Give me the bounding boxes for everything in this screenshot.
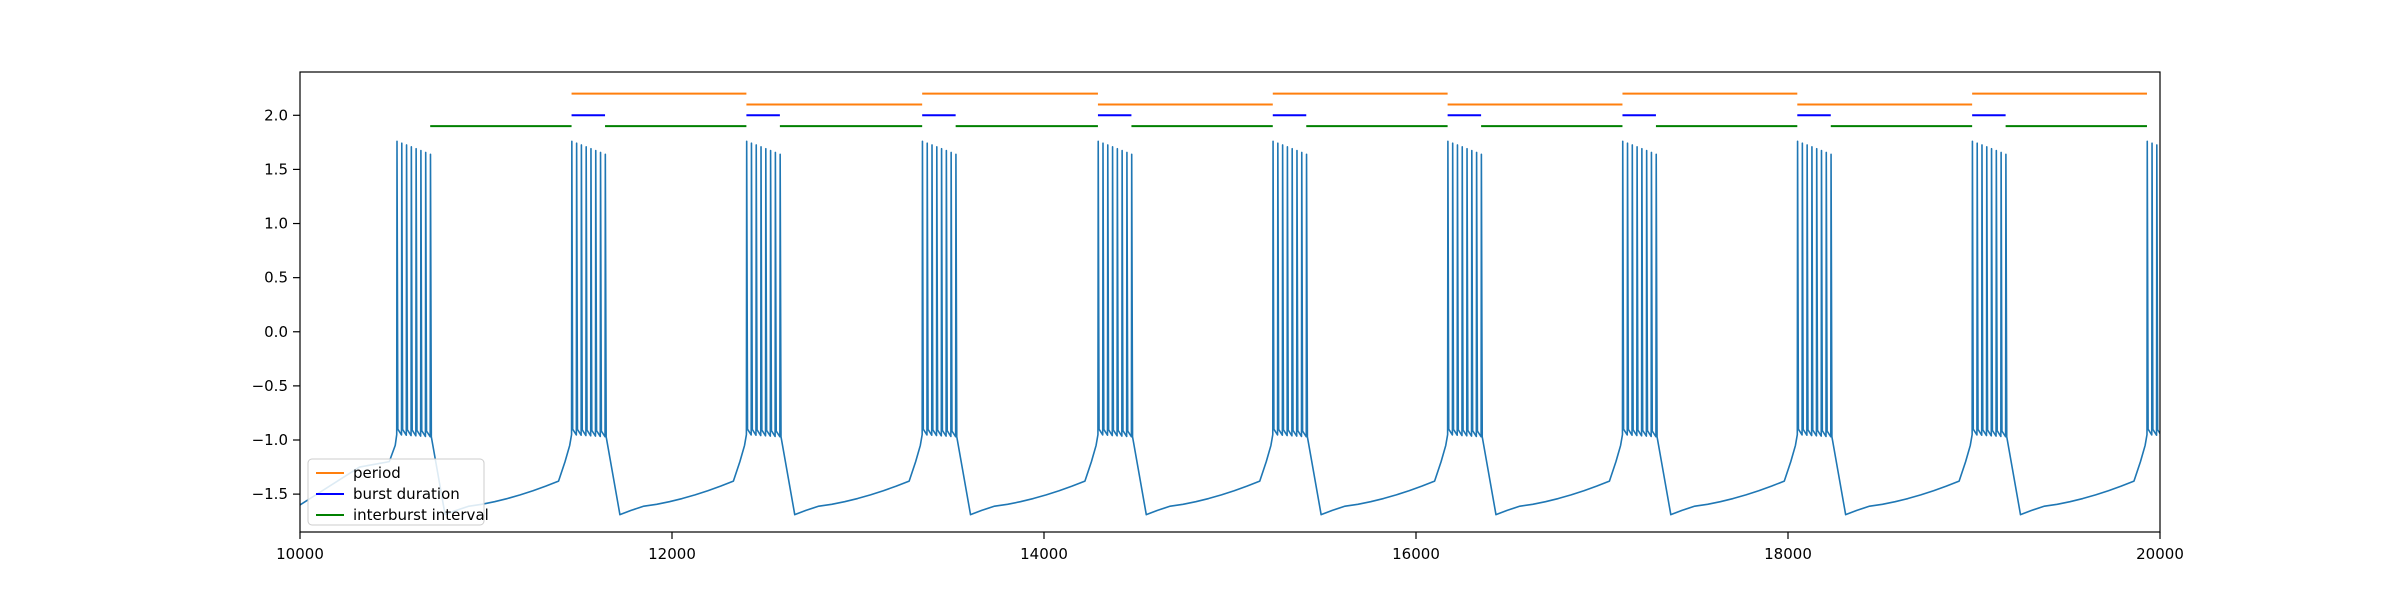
legend-box — [307, 458, 485, 526]
x-tick-label: 16000 — [1392, 545, 1440, 563]
membrane-trace-line — [300, 140, 2160, 516]
x-tick-label: 14000 — [1020, 545, 1068, 563]
membrane-trace — [300, 140, 2160, 516]
y-tick-label: −0.5 — [252, 377, 288, 395]
measurement-segments — [430, 92, 2147, 128]
x-tick-label: 18000 — [1764, 545, 1812, 563]
plot-area — [300, 92, 2160, 516]
y-tick-label: −1.5 — [252, 485, 288, 503]
legend: period burst duration interburst interval — [307, 458, 489, 526]
y-tick-label: −1.0 — [252, 431, 288, 449]
x-tick-label: 10000 — [276, 545, 324, 563]
legend-label: interburst interval — [353, 506, 489, 524]
y-tick-label: 2.0 — [264, 106, 288, 124]
y-tick-label: 0.5 — [264, 269, 288, 287]
plot-frame — [299, 71, 2161, 533]
y-tick-label: 1.5 — [264, 160, 288, 178]
legend-label: period — [353, 464, 401, 482]
period-series — [571, 92, 2147, 106]
x-axis: 10000 12000 14000 16000 18000 20000 — [276, 532, 2184, 563]
x-tick-label: 20000 — [2136, 545, 2184, 563]
legend-label: burst duration — [353, 485, 460, 503]
y-axis: −1.5 −1.0 −0.5 0.0 0.5 1.0 1.5 2.0 — [252, 106, 300, 503]
y-tick-label: 1.0 — [264, 215, 288, 233]
y-tick-label: 0.0 — [264, 323, 288, 341]
x-tick-label: 12000 — [648, 545, 696, 563]
